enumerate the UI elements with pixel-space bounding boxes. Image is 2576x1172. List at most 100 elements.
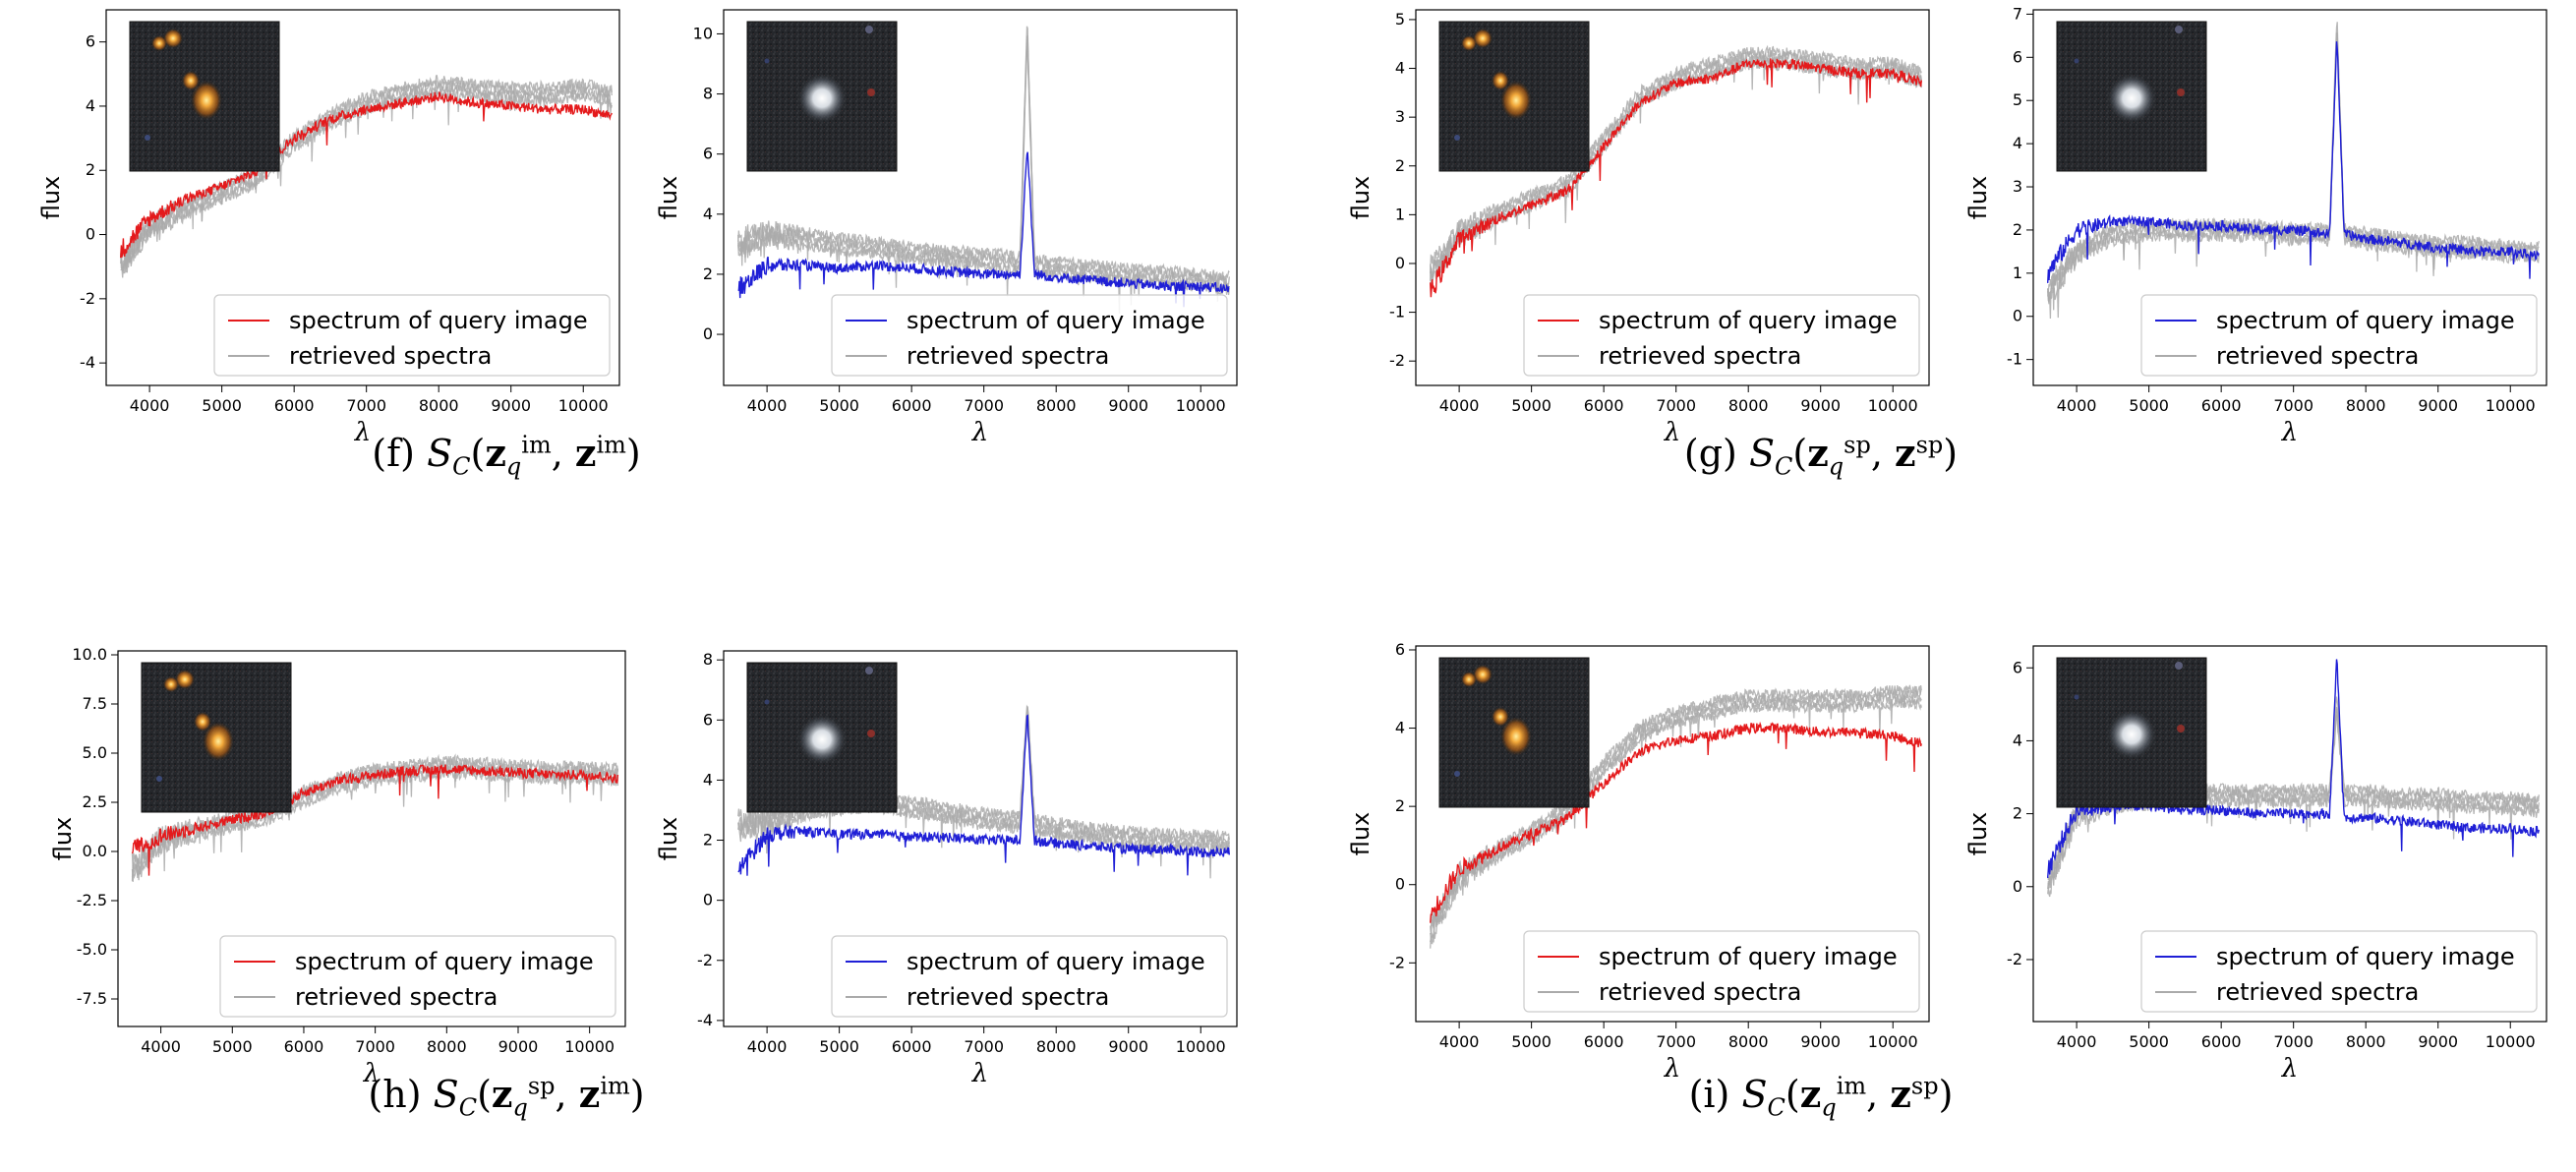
legend-entry: retrieved spectra <box>1599 978 1801 1006</box>
legend: spectrum of query image retrieved spectra <box>219 935 616 1018</box>
data-point <box>802 264 803 265</box>
data-point <box>1056 828 1057 829</box>
y-tick-label: 6 <box>703 710 713 729</box>
data-point <box>510 105 511 106</box>
data-point <box>1748 58 1749 59</box>
data-point <box>303 795 304 796</box>
legend-entry: spectrum of query image <box>1599 307 1898 334</box>
data-point <box>1675 716 1676 717</box>
data-point <box>2329 813 2330 814</box>
caption-label: (h) <box>368 1073 422 1116</box>
query-spectrum-line <box>1430 721 1922 923</box>
caption-superscript: im <box>1836 1072 1867 1100</box>
caption-vector: z <box>491 1072 513 1116</box>
data-point <box>132 850 133 851</box>
y-tick-label: 4 <box>2013 731 2022 749</box>
data-point <box>589 774 590 775</box>
legend-entry: retrieved spectra <box>907 342 1109 370</box>
data-point <box>474 102 475 103</box>
data-point <box>2047 294 2048 295</box>
y-tick-label: -5.0 <box>77 940 107 959</box>
caption-vector: z <box>578 1072 601 1116</box>
caption-superscript: sp <box>1915 431 1944 459</box>
x-tick-label: 7000 <box>1656 396 1696 415</box>
data-point <box>589 772 590 773</box>
y-axis-label: flux <box>1347 812 1375 856</box>
y-axis-label: flux <box>1347 176 1375 220</box>
data-point <box>2401 820 2402 821</box>
y-tick-label: -1 <box>2007 350 2022 369</box>
data-point <box>446 768 447 769</box>
legend-entry: retrieved spectra <box>907 983 1109 1011</box>
caption-symbol: S <box>1741 1073 1768 1116</box>
data-point <box>1056 843 1057 844</box>
y-tick-label: 10 <box>693 24 713 42</box>
legend: spectrum of query image retrieved spectra <box>831 294 1228 377</box>
data-point <box>1128 282 1129 283</box>
data-point <box>1128 849 1129 850</box>
x-tick-label: 8000 <box>1036 396 1077 415</box>
chart-f-right: 4000 5000 6000 7000 8000 9000 10000 0 2 4 6 8 10 λ flu… <box>655 9 1238 447</box>
x-tick-label: 9000 <box>1108 396 1148 415</box>
data-point <box>1856 73 1857 74</box>
data-point <box>1026 714 1027 715</box>
y-tick-label: 0 <box>703 324 713 343</box>
data-point <box>1675 78 1676 79</box>
x-axis-label: λ <box>363 1059 380 1088</box>
x-tick-label: 6000 <box>284 1037 324 1056</box>
galaxy-thumbnail-icon <box>1438 657 1590 808</box>
data-point <box>1091 270 1092 271</box>
data-point <box>1784 700 1785 701</box>
caption-label: (i) <box>1688 1073 1730 1116</box>
data-point <box>2221 794 2222 795</box>
legend-entry: retrieved spectra <box>2216 342 2419 370</box>
data-point <box>1026 704 1027 705</box>
y-tick-label: 1 <box>2013 264 2022 282</box>
x-axis-label: λ <box>971 1059 988 1088</box>
x-tick-label: 5000 <box>202 396 242 415</box>
data-point <box>1921 78 1922 79</box>
data-point <box>2474 802 2475 803</box>
caption-label: (f) <box>372 432 415 475</box>
data-point <box>1567 810 1568 811</box>
caption-vector: z <box>1799 1072 1822 1116</box>
y-tick-label: -2 <box>1389 351 1405 370</box>
caption-subscript: q <box>1821 1093 1837 1122</box>
caption-label: (g) <box>1683 432 1737 475</box>
data-point <box>1034 273 1035 274</box>
data-point <box>366 109 367 110</box>
data-point <box>149 227 150 228</box>
y-tick-label: 7.5 <box>83 694 107 713</box>
x-tick-label: 8000 <box>1036 1037 1077 1056</box>
legend-entry: spectrum of query image <box>295 948 594 975</box>
data-point <box>1229 289 1230 290</box>
y-tick-label: 0 <box>2013 877 2022 896</box>
x-tick-label: 8000 <box>2346 1032 2386 1051</box>
x-tick-label: 9000 <box>1800 396 1841 415</box>
y-tick-label: 10.0 <box>72 645 107 664</box>
x-tick-label: 5000 <box>2129 1032 2169 1051</box>
data-point <box>339 780 340 781</box>
x-tick-label: 9000 <box>1800 1032 1841 1051</box>
data-point <box>2336 704 2337 705</box>
data-point <box>1567 817 1568 818</box>
x-tick-label: 9000 <box>498 1037 539 1056</box>
data-point <box>612 115 613 116</box>
y-axis-label: flux <box>655 817 682 861</box>
x-tick-label: 6000 <box>2201 396 2242 415</box>
data-point <box>1675 83 1676 84</box>
data-point <box>2077 251 2078 252</box>
y-tick-label: -2 <box>2007 950 2022 968</box>
data-point <box>2539 806 2540 807</box>
data-point <box>547 92 548 93</box>
data-point <box>402 102 403 103</box>
data-point <box>2474 247 2475 248</box>
data-point <box>2437 798 2438 799</box>
x-tick-label: 10000 <box>1176 1037 1226 1056</box>
y-tick-label: 0 <box>703 891 713 909</box>
data-point <box>2221 225 2222 226</box>
data-point <box>221 193 222 194</box>
data-point <box>185 208 186 209</box>
data-point <box>2510 802 2511 803</box>
data-point <box>2336 657 2337 658</box>
